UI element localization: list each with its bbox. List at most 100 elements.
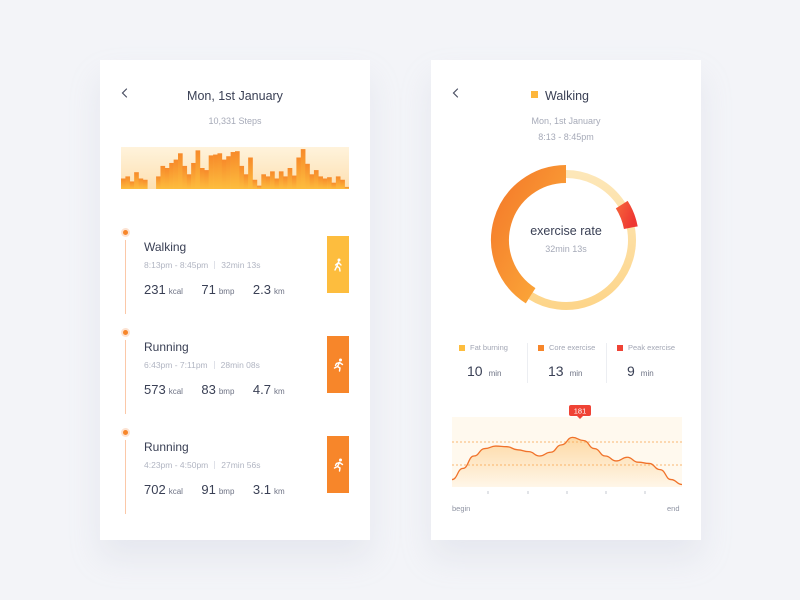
zone-core-exercise: Core exercise 13 min (527, 343, 606, 383)
km-value: 3.1 (252, 482, 271, 497)
kcal-unit: kcal (168, 287, 183, 296)
kcal-stat: 702 kcal (144, 481, 183, 499)
step-bar (164, 168, 170, 189)
back-button[interactable] (449, 86, 463, 100)
zone-label: Core exercise (538, 343, 595, 352)
activity-duration: 27min 56s (221, 460, 261, 470)
zone-values: 9 min (627, 363, 654, 381)
activity-name: Running (144, 340, 189, 354)
zone-label-text: Peak exercise (628, 343, 676, 352)
timeline-dot (121, 428, 130, 437)
step-bar (199, 168, 205, 189)
step-bar (274, 178, 280, 189)
fat-burning-arc (528, 170, 636, 310)
step-bar (331, 182, 337, 189)
zone-values: 10 min (467, 363, 501, 381)
bpm-stat: 91 bmp (201, 481, 234, 499)
step-bar (256, 185, 262, 189)
zone-value: 13 (548, 363, 564, 379)
timeline-line (125, 440, 126, 514)
step-bar (178, 153, 183, 189)
activity-item[interactable]: Walking 8:13pm - 8:45pm 32min 13s 231 kcal… (100, 228, 370, 318)
activity-duration: 32min 13s (221, 260, 261, 270)
chevron-left-icon (121, 88, 128, 98)
activity-type-tile (327, 236, 349, 293)
step-bar (265, 176, 271, 189)
step-bar (125, 176, 131, 189)
step-bar (156, 176, 161, 189)
step-bar (182, 165, 188, 189)
heart-rate-area (452, 437, 682, 487)
heart-rate-zones: Fat burning 10 min Core exercise 13 min Pe… (449, 343, 685, 383)
step-bar (309, 174, 315, 189)
step-bar (230, 152, 236, 189)
running-icon (333, 358, 343, 372)
step-bar (296, 157, 302, 189)
activity-name: Running (144, 440, 189, 454)
step-bar (270, 171, 275, 189)
zone-label-text: Core exercise (549, 343, 596, 352)
step-bar (217, 153, 223, 189)
step-bar (221, 159, 227, 189)
steps-bar-chart (121, 147, 349, 189)
timeline-dot (121, 228, 130, 237)
step-bar (327, 177, 332, 189)
zone-swatch (459, 344, 465, 351)
activity-time: 8:13pm - 8:45pm 32min 13s (144, 260, 260, 270)
timeline-line (125, 340, 126, 414)
km-unit: km (273, 287, 285, 296)
kcal-value: 573 (144, 382, 166, 397)
kcal-stat: 231 kcal (144, 281, 183, 299)
step-bar (335, 176, 341, 189)
activity-detail-card: Walking Mon, 1st January 8:13 - 8:45pm e… (431, 60, 701, 540)
kcal-unit: kcal (168, 487, 183, 496)
step-bar (142, 179, 148, 189)
peak-badge (569, 405, 591, 416)
step-bar (235, 151, 240, 189)
page-title: Walking (545, 89, 589, 103)
step-bar (195, 150, 201, 189)
activity-color-swatch (531, 91, 538, 98)
ring-duration: 32min 13s (545, 244, 587, 254)
zone-value: 9 (627, 363, 635, 379)
step-bar (292, 175, 297, 189)
bpm-unit: bmp (218, 287, 235, 296)
km-stat: 4.7 km (253, 381, 285, 399)
activity-item[interactable]: Running 4:23pm - 4:50pm 27min 56s 702 kcal… (100, 428, 370, 518)
steps-count: 10,331 Steps (208, 116, 262, 126)
step-bar (121, 178, 126, 189)
timeline-line (125, 240, 126, 314)
activity-stats: 231 kcal 71 bmp 2.3 km (144, 281, 314, 299)
back-button[interactable] (118, 86, 132, 100)
kcal-value: 702 (144, 482, 166, 497)
step-bar (322, 178, 328, 189)
step-bar (248, 157, 253, 189)
step-bar (191, 162, 196, 189)
chart-start-label: begin (452, 504, 471, 513)
step-bar (278, 171, 284, 189)
page-title: Mon, 1st January (187, 89, 283, 103)
activity-duration: 28min 08s (220, 360, 260, 370)
zone-peak-exercise: Peak exercise 9 min (606, 343, 685, 383)
step-bar (261, 174, 266, 189)
time-separator (214, 461, 216, 469)
hr-x-ticks (487, 491, 646, 494)
bpm-value: 83 (201, 382, 216, 397)
bpm-stat: 71 bmp (201, 281, 234, 299)
step-bar (204, 170, 209, 189)
bpm-unit: bmp (218, 487, 235, 496)
bpm-stat: 83 bmp (201, 381, 234, 399)
peak-badge-pointer (577, 416, 583, 419)
kcal-unit: kcal (168, 387, 183, 396)
walking-icon (334, 258, 342, 272)
km-value: 4.7 (252, 382, 271, 397)
km-value: 2.3 (252, 282, 271, 297)
step-bar (239, 165, 245, 189)
activity-item[interactable]: Running 6:43pm - 7:11pm 28min 08s 573 kcal… (100, 328, 370, 418)
step-bar (340, 179, 345, 189)
activity-time: 4:23pm - 4:50pm 27min 56s (144, 460, 260, 470)
zone-fat-burning: Fat burning 10 min (449, 343, 527, 383)
chevron-left-icon (452, 88, 459, 98)
km-unit: km (273, 487, 285, 496)
activity-time-range: 8:13pm - 8:45pm (144, 260, 209, 270)
